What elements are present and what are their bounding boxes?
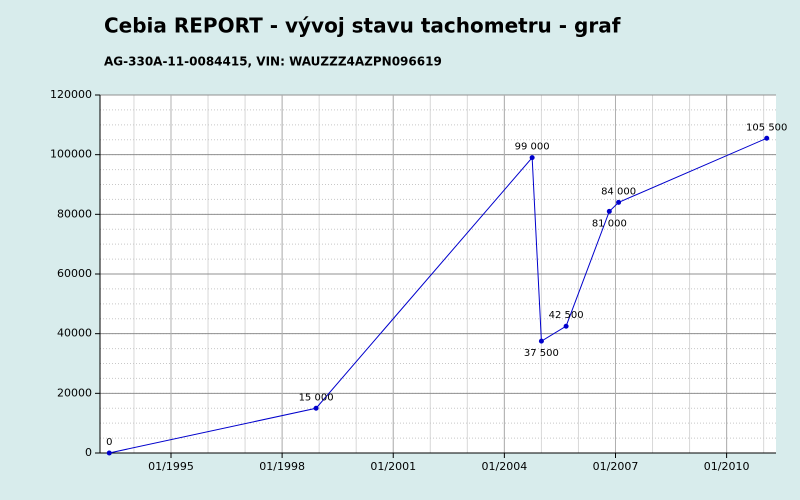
data-point <box>616 199 622 205</box>
data-point <box>313 405 319 411</box>
data-label: 15 000 <box>299 392 334 403</box>
chart-title: Cebia REPORT - vývoj stavu tachometru - … <box>104 14 621 38</box>
data-label: 42 500 <box>549 310 584 321</box>
y-tick-label: 40000 <box>57 327 92 340</box>
y-tick-label: 0 <box>85 446 92 459</box>
x-tick-label: 01/2007 <box>593 460 639 473</box>
y-tick-label: 100000 <box>50 148 92 161</box>
chart-subtitle: AG-330A-11-0084415, VIN: WAUZZZ4AZPN0966… <box>104 55 442 69</box>
data-point <box>764 135 770 141</box>
x-tick-label: 01/2004 <box>482 460 528 473</box>
data-label: 105 500 <box>746 122 787 133</box>
y-tick-label: 80000 <box>57 207 92 220</box>
data-label: 81 000 <box>592 218 627 229</box>
data-label: 84 000 <box>601 186 636 197</box>
y-tick-label: 120000 <box>50 88 92 101</box>
data-point <box>106 450 112 456</box>
x-tick-label: 01/2010 <box>704 460 750 473</box>
x-tick-label: 01/1995 <box>148 460 194 473</box>
data-label: 0 <box>106 437 112 448</box>
data-label: 37 500 <box>524 348 559 359</box>
data-point <box>563 323 569 329</box>
data-label: 99 000 <box>515 142 550 153</box>
x-tick-label: 01/1998 <box>259 460 305 473</box>
data-point <box>606 208 612 214</box>
y-tick-label: 60000 <box>57 267 92 280</box>
data-point <box>538 338 544 344</box>
data-point <box>529 155 535 161</box>
x-tick-label: 01/2001 <box>370 460 416 473</box>
y-tick-label: 20000 <box>57 386 92 399</box>
